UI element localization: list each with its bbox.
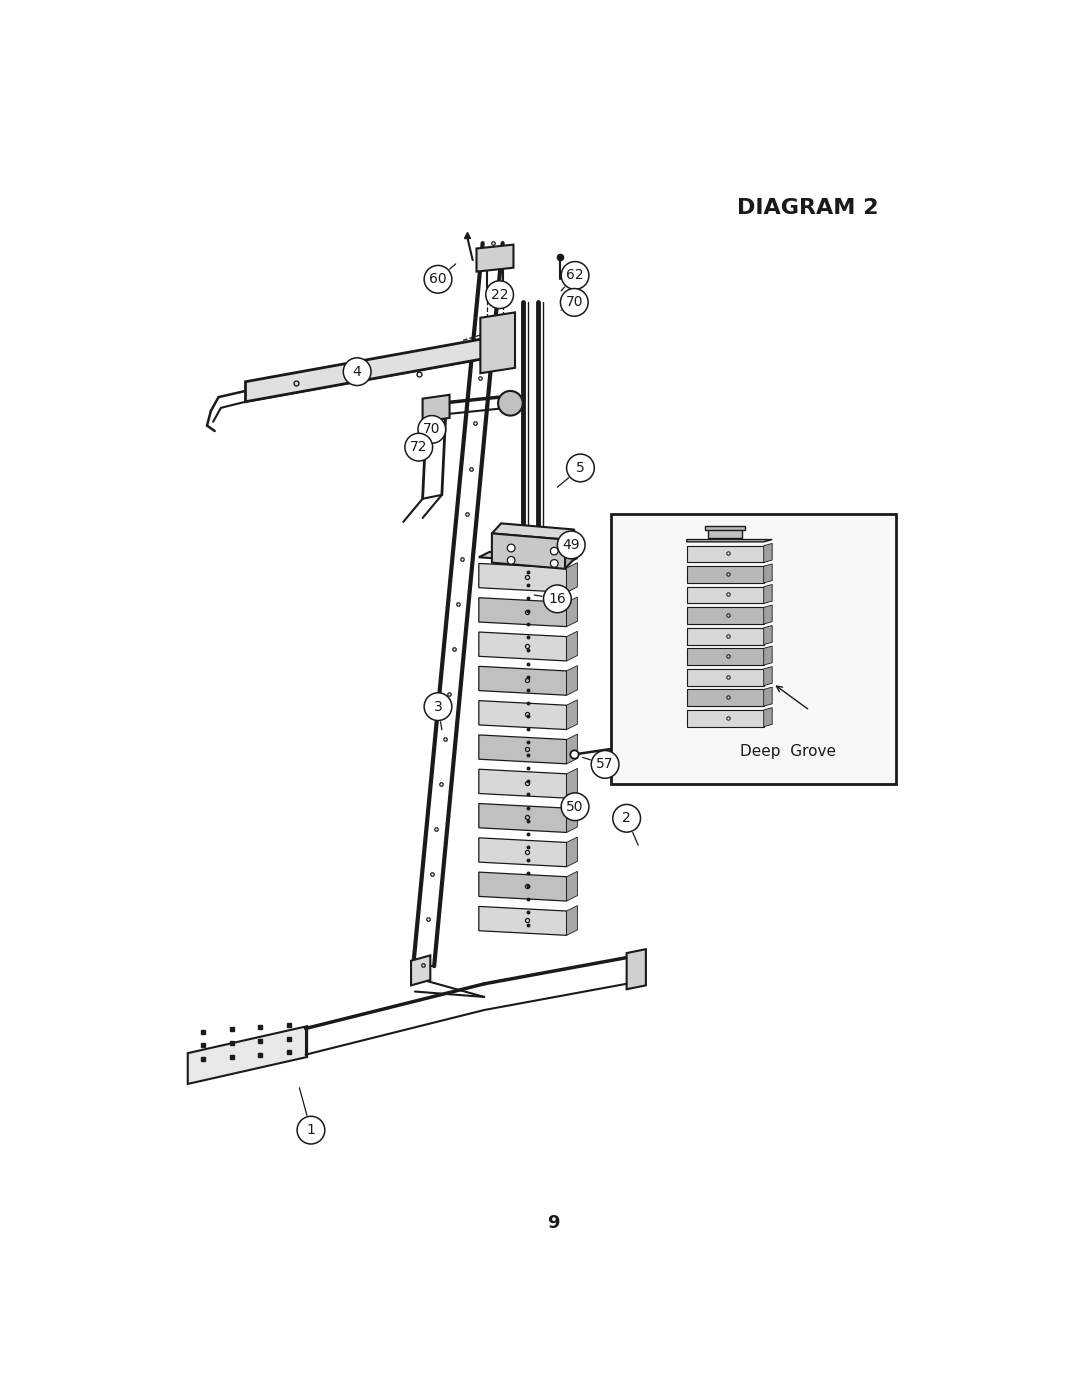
Polygon shape <box>478 770 567 798</box>
Circle shape <box>562 793 589 820</box>
Polygon shape <box>687 546 764 563</box>
Polygon shape <box>478 666 567 696</box>
Polygon shape <box>764 687 772 705</box>
Circle shape <box>297 1116 325 1144</box>
Polygon shape <box>567 735 578 764</box>
Polygon shape <box>422 395 449 422</box>
Polygon shape <box>764 564 772 583</box>
Polygon shape <box>476 244 513 271</box>
Polygon shape <box>245 338 484 402</box>
Polygon shape <box>567 700 578 729</box>
Polygon shape <box>478 838 567 866</box>
Polygon shape <box>478 631 567 661</box>
Circle shape <box>424 265 451 293</box>
Polygon shape <box>188 1027 307 1084</box>
Circle shape <box>612 805 640 833</box>
Text: 60: 60 <box>429 272 447 286</box>
Polygon shape <box>687 627 764 644</box>
Polygon shape <box>478 563 567 592</box>
Circle shape <box>343 358 372 386</box>
Polygon shape <box>478 552 578 563</box>
Polygon shape <box>567 905 578 936</box>
Polygon shape <box>764 543 772 563</box>
Polygon shape <box>764 626 772 644</box>
Polygon shape <box>764 605 772 624</box>
Circle shape <box>405 433 433 461</box>
Polygon shape <box>764 708 772 726</box>
Polygon shape <box>567 837 578 866</box>
Circle shape <box>486 281 513 309</box>
Text: DIAGRAM 2: DIAGRAM 2 <box>737 198 878 218</box>
Polygon shape <box>764 645 772 665</box>
Text: 50: 50 <box>566 799 584 813</box>
Text: 4: 4 <box>353 365 362 379</box>
Text: 70: 70 <box>566 295 583 309</box>
Text: 1: 1 <box>307 1123 315 1137</box>
Polygon shape <box>687 690 764 705</box>
Circle shape <box>424 693 451 721</box>
Text: 49: 49 <box>563 538 580 552</box>
Text: Deep  Grove: Deep Grove <box>740 743 836 759</box>
Polygon shape <box>567 872 578 901</box>
Polygon shape <box>708 529 742 538</box>
Polygon shape <box>491 534 565 569</box>
Polygon shape <box>565 529 575 569</box>
Text: 57: 57 <box>596 757 613 771</box>
Polygon shape <box>411 956 430 985</box>
Polygon shape <box>491 524 575 539</box>
Polygon shape <box>567 631 578 661</box>
Polygon shape <box>687 539 772 542</box>
Polygon shape <box>478 907 567 936</box>
Circle shape <box>591 750 619 778</box>
Bar <box>611 514 896 784</box>
Polygon shape <box>567 665 578 696</box>
Circle shape <box>508 545 515 552</box>
Polygon shape <box>687 648 764 665</box>
Circle shape <box>562 261 589 289</box>
Polygon shape <box>764 584 772 604</box>
Polygon shape <box>478 598 567 627</box>
Polygon shape <box>567 563 578 592</box>
Circle shape <box>508 556 515 564</box>
Circle shape <box>551 548 558 555</box>
Polygon shape <box>478 735 567 764</box>
Circle shape <box>561 289 589 316</box>
Circle shape <box>418 415 446 443</box>
Circle shape <box>551 560 558 567</box>
Polygon shape <box>687 608 764 624</box>
Circle shape <box>543 585 571 613</box>
Polygon shape <box>478 803 567 833</box>
Text: 5: 5 <box>576 461 585 475</box>
Polygon shape <box>764 666 772 686</box>
Circle shape <box>498 391 523 415</box>
Polygon shape <box>687 669 764 686</box>
Polygon shape <box>705 525 745 531</box>
Polygon shape <box>687 710 764 726</box>
Text: 62: 62 <box>566 268 584 282</box>
Polygon shape <box>481 313 515 373</box>
Polygon shape <box>567 768 578 798</box>
Polygon shape <box>687 566 764 583</box>
Circle shape <box>567 454 594 482</box>
Circle shape <box>557 531 585 559</box>
Text: 3: 3 <box>434 700 443 714</box>
Text: 2: 2 <box>622 812 631 826</box>
Polygon shape <box>478 872 567 901</box>
Text: 70: 70 <box>423 422 441 436</box>
Polygon shape <box>687 587 764 604</box>
Polygon shape <box>626 949 646 989</box>
Polygon shape <box>478 701 567 729</box>
Text: 22: 22 <box>490 288 509 302</box>
Polygon shape <box>567 803 578 833</box>
Text: 9: 9 <box>548 1214 559 1232</box>
Text: 16: 16 <box>549 592 566 606</box>
Text: 72: 72 <box>410 440 428 454</box>
Polygon shape <box>567 597 578 627</box>
